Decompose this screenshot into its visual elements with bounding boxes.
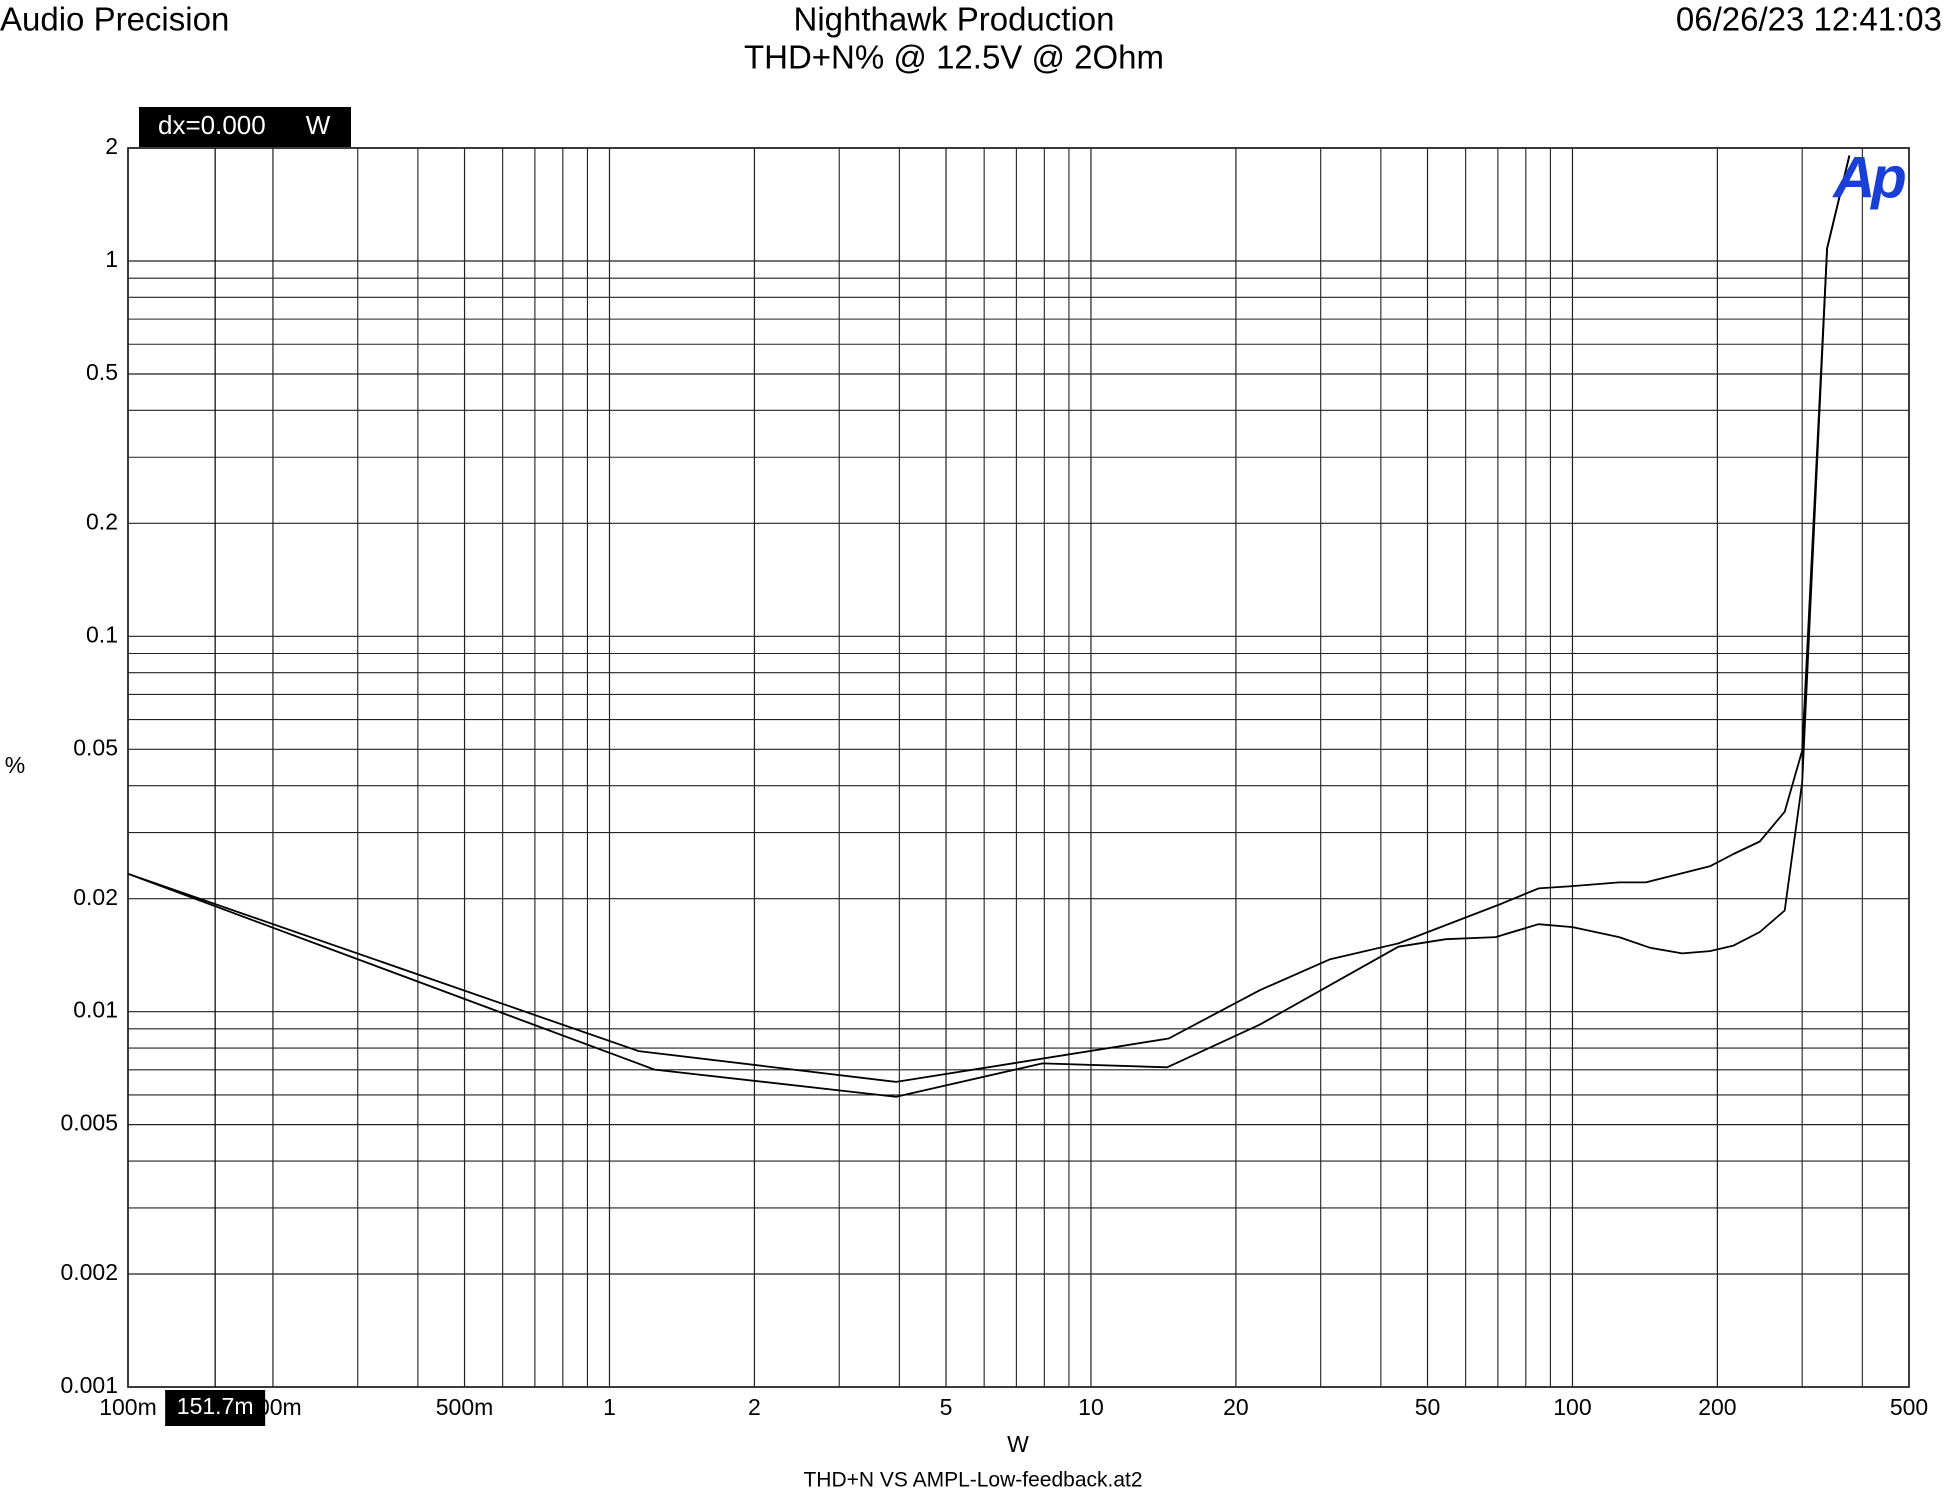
y-axis-label: % (5, 752, 25, 778)
y-tick-label: 0.2 (86, 508, 118, 534)
logo: Ap (1831, 145, 1905, 210)
y-tick-label: 0.001 (60, 1372, 118, 1398)
plot-area (127, 147, 1910, 1388)
y-tick-label: 0.01 (73, 997, 118, 1023)
x-tick-label: 100 (1553, 1394, 1591, 1420)
cursor-label-box (165, 1390, 266, 1426)
cursor-unit: W (306, 110, 331, 140)
footer: THD+N VS AMPL-Low-feedback.at2 (803, 1469, 1142, 1492)
timestamp: 06/26/23 12:41:03 (1676, 1, 1942, 38)
y-tick-label: 0.1 (86, 621, 118, 647)
x-tick-label: 500 (1890, 1394, 1928, 1420)
x-axis-label: W (1007, 1431, 1029, 1457)
x-tick-label: 100m (99, 1394, 157, 1420)
y-tick-label: 0.002 (60, 1259, 118, 1285)
x-tick-label: 20 (1223, 1394, 1249, 1420)
x-tick-label: 5 (940, 1394, 953, 1420)
x-tick-label: 2 (748, 1394, 761, 1420)
x-tick-label: 10 (1078, 1394, 1104, 1420)
cursor-readout-box (139, 107, 351, 147)
x-tick-label: 500m (436, 1394, 494, 1420)
y-tick-label: 0.005 (60, 1110, 118, 1136)
y-tick-label: 1 (105, 246, 118, 272)
y-tick-label: 0.02 (73, 884, 118, 910)
y-tick-label: 2 (105, 133, 118, 159)
x-tick-label: 200 (1698, 1394, 1736, 1420)
series-line (127, 155, 1851, 1083)
cursor-label: 151.7m (177, 1393, 254, 1419)
y-tick-label: 0.5 (86, 359, 118, 385)
chart-title: Nighthawk Production (793, 1, 1114, 38)
x-tick-label: 1 (603, 1394, 616, 1420)
x-tick-label: 50 (1415, 1394, 1441, 1420)
series-line (127, 155, 1851, 1098)
brand: Audio Precision (0, 1, 229, 38)
y-tick-label: 0.05 (73, 734, 118, 760)
chart-subtitle: THD+N% @ 12.5V @ 2Ohm (744, 39, 1164, 76)
cursor-readout: dx=0.000 (158, 110, 266, 140)
